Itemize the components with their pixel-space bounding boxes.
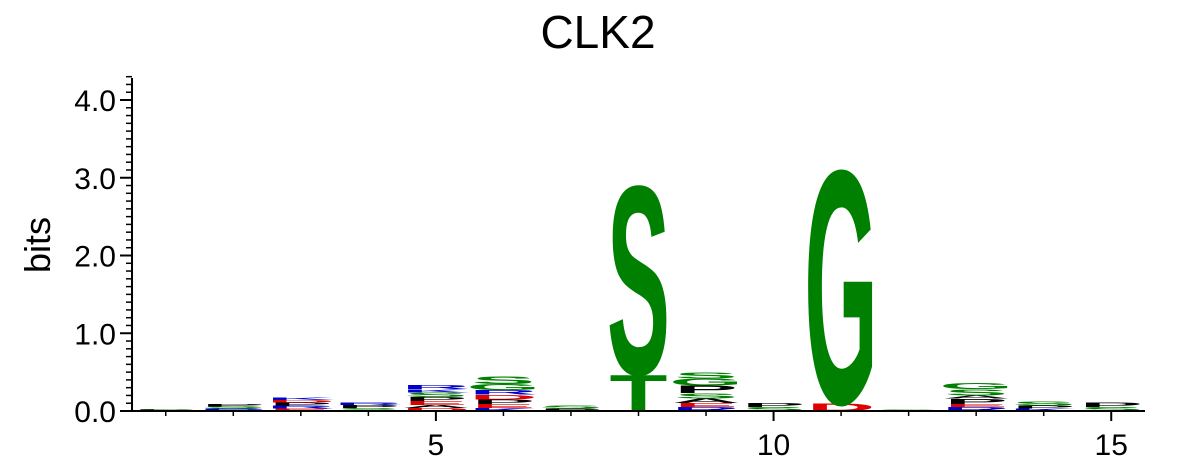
x-tick-label: 5	[428, 429, 445, 462]
y-tick-label: 1.0	[74, 318, 116, 351]
logo-letter-S: S	[742, 406, 805, 412]
logo-letter-R: R	[942, 406, 1010, 412]
logo-letter-K: K	[469, 407, 537, 412]
x-tick-label: 10	[757, 429, 790, 462]
logo-column-8: TS	[607, 129, 670, 431]
logo-letter-K: K	[1009, 408, 1077, 412]
logo-letter-E: E	[404, 400, 467, 406]
logo-letter-S: S	[674, 371, 737, 381]
logo-letter-A: A	[942, 395, 1010, 400]
logo-letter-K: K	[402, 388, 470, 393]
logo-letter-P: P	[674, 384, 737, 396]
logo-column-2: RSP	[199, 403, 267, 411]
logo-letter-S: S	[1080, 406, 1143, 412]
logo-letter-S: S	[607, 129, 670, 431]
logo-letter-G: G	[467, 382, 541, 392]
logo-letter-R: R	[672, 406, 740, 412]
logo-letter-G: G	[669, 377, 743, 388]
y-tick-label: 2.0	[74, 241, 116, 274]
logo-letter-P: P	[539, 408, 602, 412]
logo-letter-G: G	[804, 101, 878, 471]
logo-letter-G: G	[939, 382, 1013, 392]
logo-column-14: KPS	[1009, 401, 1077, 412]
logo-column-7: PS	[539, 405, 602, 412]
logo-letter-D: D	[402, 407, 470, 412]
logo-letter-P: P	[337, 404, 400, 409]
logo-letter-S: S	[472, 374, 535, 386]
logo-letter-S: S	[1012, 401, 1075, 407]
logo-letter-A: A	[402, 404, 470, 409]
logo-letter-P: P	[269, 402, 332, 407]
logo-column-4: SPR	[334, 402, 402, 412]
logo-letter-S: S	[674, 392, 737, 400]
logo-letter-R: R	[402, 384, 470, 390]
logo-letter-P: P	[134, 408, 197, 409]
logo-letter-E: E	[945, 403, 1008, 408]
logo-letter-E: E	[472, 403, 535, 409]
logo-letter-R: R	[267, 405, 335, 410]
x-tick-label: 15	[1095, 429, 1128, 462]
logo-letter-E: E	[269, 408, 332, 412]
logo-letter-S: S	[202, 406, 265, 410]
axes: 0.0 1.0 2.0 3.0 4.0 5 10 15	[74, 75, 1145, 462]
logo-letter-S: S	[404, 391, 467, 398]
logo-letter-P: P	[945, 397, 1008, 405]
logo-letter-P: P	[202, 403, 265, 407]
logo-letter-D: D	[267, 400, 335, 404]
logo-letter-S: S	[539, 405, 602, 410]
logo-letter-R: R	[334, 402, 402, 406]
logo-letter-P: P	[472, 398, 535, 405]
logo-letter-S: S	[945, 388, 1008, 398]
y-tick-label: 3.0	[74, 163, 116, 196]
logo-letter-P: P	[742, 402, 805, 408]
logo-letter-A: A	[672, 397, 740, 404]
logo-letter-P: P	[1012, 405, 1075, 410]
y-tick-label: 0.0	[74, 396, 116, 429]
chart-title: CLK2	[540, 6, 655, 58]
logo-letter-S: S	[337, 407, 400, 412]
logo-column-15: SP	[1080, 401, 1143, 412]
y-axis-label: bits	[17, 217, 58, 273]
logo-column-10: SP	[742, 402, 805, 412]
logo-letter-P: P	[404, 396, 467, 402]
logo-letter-K: K	[267, 397, 335, 401]
logo-letter-D: D	[469, 394, 537, 401]
y-tick-label: 4.0	[74, 85, 116, 118]
logo-letter-E: E	[674, 402, 737, 408]
logo-letter-P: P	[1080, 401, 1143, 408]
logo-letter-R: R	[199, 408, 267, 412]
logo-letter-R: R	[469, 389, 537, 396]
